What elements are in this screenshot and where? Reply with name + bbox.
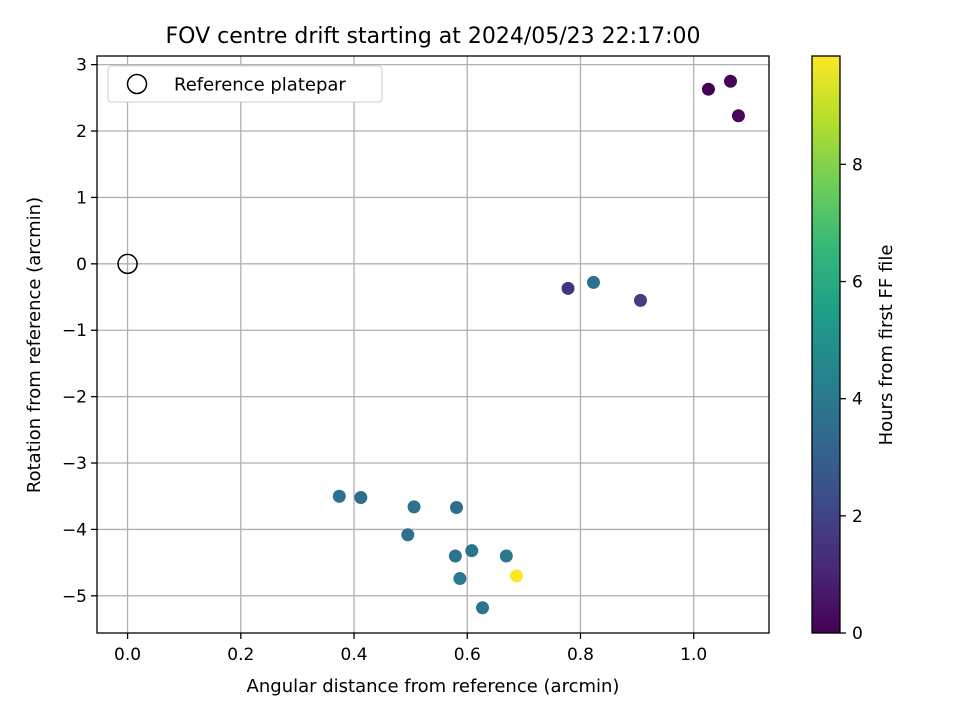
x-tick-label: 0.6 <box>454 645 481 665</box>
colorbar-tick-label: 0 <box>852 624 863 644</box>
data-point <box>449 501 463 515</box>
y-tick-label: 3 <box>76 56 87 76</box>
legend: Reference platepar <box>107 65 383 103</box>
data-point <box>453 572 467 586</box>
data-point <box>724 74 738 88</box>
data-point <box>407 500 421 514</box>
reference-platepar-marker <box>117 253 138 275</box>
legend-label: Reference platepar <box>174 75 346 96</box>
y-axis-label: Rotation from reference (arcmin) <box>24 197 45 493</box>
data-point <box>332 489 346 503</box>
colorbar-tick-label: 8 <box>852 155 863 175</box>
y-tick-label: −3 <box>62 454 87 474</box>
grid <box>97 56 769 633</box>
data-point <box>731 109 745 123</box>
data-point <box>354 491 368 505</box>
y-tick-label: −5 <box>62 587 87 607</box>
data-point <box>701 82 715 96</box>
x-tick-label: 1.0 <box>680 645 707 665</box>
data-point <box>510 569 524 583</box>
data-point <box>401 528 415 542</box>
colorbar-tick-label: 6 <box>852 273 863 293</box>
data-point <box>465 544 479 558</box>
x-axis-ticks: 0.0 0.2 0.4 0.6 0.8 1.0 <box>114 633 707 665</box>
x-axis-label: Angular distance from reference (arcmin) <box>247 676 620 697</box>
y-tick-label: −1 <box>62 321 87 341</box>
colorbar-ticks: 0 2 4 6 8 <box>840 155 863 644</box>
scatter-points <box>332 74 745 615</box>
colorbar-tick-label: 2 <box>852 507 863 527</box>
y-tick-label: 0 <box>76 255 87 275</box>
reference-marker-layer <box>117 253 138 275</box>
plot-frame <box>96 55 770 634</box>
data-point <box>561 281 575 295</box>
data-point <box>586 275 600 289</box>
colorbar-label: Hours from first FF file <box>876 245 897 446</box>
y-tick-label: 2 <box>76 122 87 142</box>
y-tick-label: −4 <box>62 520 87 540</box>
x-tick-label: 0.4 <box>341 645 368 665</box>
x-tick-label: 0.8 <box>567 645 594 665</box>
colorbar-gradient <box>811 55 841 634</box>
data-point <box>448 549 462 563</box>
colorbar-tick-label: 4 <box>852 390 863 410</box>
data-point <box>476 601 490 615</box>
y-axis-ticks: −5 −4 −3 −2 −1 0 1 2 3 <box>62 56 97 607</box>
chart-title: FOV centre drift starting at 2024/05/23 … <box>166 24 701 49</box>
data-point <box>499 549 513 563</box>
data-point <box>633 293 647 307</box>
y-tick-label: −2 <box>62 388 87 408</box>
x-tick-label: 0.0 <box>114 645 141 665</box>
legend-reference-marker <box>126 73 148 95</box>
legend-box <box>107 65 383 103</box>
x-tick-label: 0.2 <box>227 645 254 665</box>
y-tick-label: 1 <box>76 188 87 208</box>
colorbar: 0 2 4 6 8 Hours from first FF file <box>811 55 897 644</box>
